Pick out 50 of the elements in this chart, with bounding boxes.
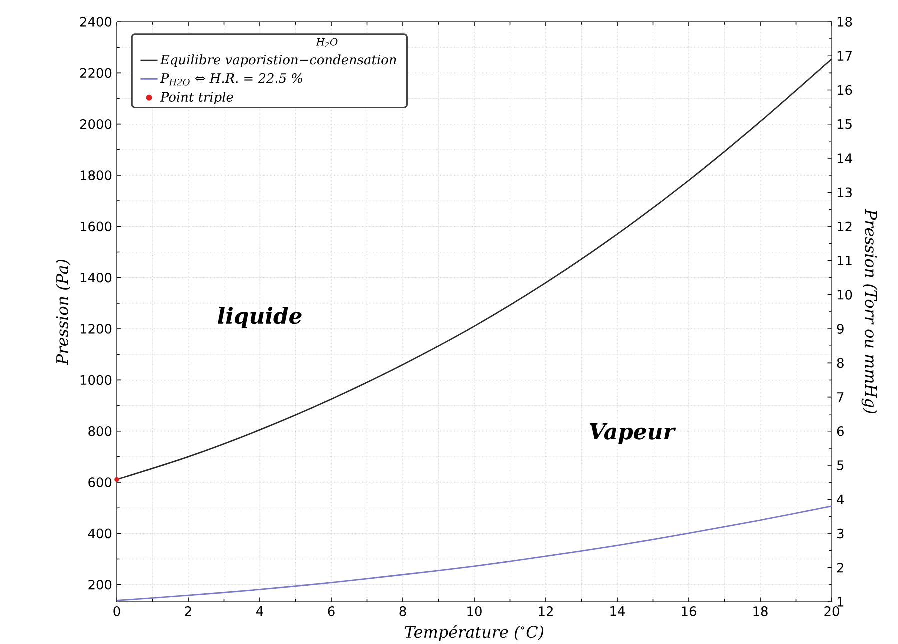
y2-tick-label: 10 [838, 290, 852, 300]
y-axis-title: Pression (Pa) [56, 260, 71, 366]
y2-tick-label: 8 [837, 358, 844, 368]
x-tick-label: 2 [185, 606, 192, 616]
y2-tick-label: 3 [838, 528, 844, 539]
y2-tick-label: 11 [838, 256, 852, 266]
y2-tick-label: 14 [838, 154, 852, 164]
y-tick-label: 2200 [80, 68, 112, 78]
y-tick-label: 1400 [80, 272, 112, 283]
y-tick-label: 400 [88, 528, 112, 539]
y-tick-label: 1800 [80, 170, 112, 180]
y2-tick-label: 5 [838, 460, 844, 470]
legend-label: Equilibre vaporistion−condensation [160, 54, 396, 68]
x-tick-label: 20 [824, 606, 840, 616]
annotation: Vapeur [590, 424, 676, 444]
legend-title: H$_{2}$O [316, 38, 338, 48]
y-tick-label: 600 [88, 478, 112, 488]
y2-tick-label: 18 [838, 17, 852, 27]
x-tick-label: 6 [328, 606, 335, 616]
x-tick-label: 14 [610, 606, 626, 616]
y2-tick-label: 16 [838, 85, 852, 96]
x-axis-title: Température ($^{∘}$C) [405, 625, 544, 642]
y-tick-label: 1200 [80, 324, 112, 334]
y2-tick-label: 9 [837, 324, 844, 334]
y2-axis-title: Pression (Torr ou mmHg) [862, 209, 878, 414]
annotation: liquide [218, 307, 302, 328]
y-tick-label: 200 [88, 580, 112, 590]
y-tick-label: 1000 [80, 375, 112, 386]
y2-tick-label: 6 [837, 426, 844, 436]
x-tick-label: 4 [256, 606, 264, 616]
y2-tick-label: 13 [838, 188, 852, 198]
legend-label: Point triple [160, 92, 234, 105]
y2-tick-label: 7 [838, 392, 844, 402]
y2-tick-label: 2 [837, 563, 844, 573]
y2-tick-label: 17 [838, 51, 852, 61]
x-tick-label: 18 [754, 606, 768, 616]
x-tick-label: 12 [539, 606, 553, 616]
x-tick-label: 0 [114, 606, 120, 616]
x-tick-label: 10 [468, 606, 482, 616]
x-tick-label: 16 [682, 606, 696, 616]
y2-tick-label: 15 [838, 120, 852, 130]
legend-label: P$_{H2O}$ ⇔ H.R. = 22.5 % [160, 73, 302, 86]
y2-tick-label: 1 [838, 597, 844, 607]
x-tick-label: 8 [400, 606, 406, 616]
y2-tick-label: 12 [838, 222, 852, 232]
y-tick-label: 800 [88, 426, 112, 436]
y2-tick-label: 4 [837, 494, 844, 504]
y-tick-label: 1600 [80, 222, 112, 232]
y-tick-label: 2000 [80, 119, 112, 130]
y-tick-label: 2400 [80, 17, 112, 27]
